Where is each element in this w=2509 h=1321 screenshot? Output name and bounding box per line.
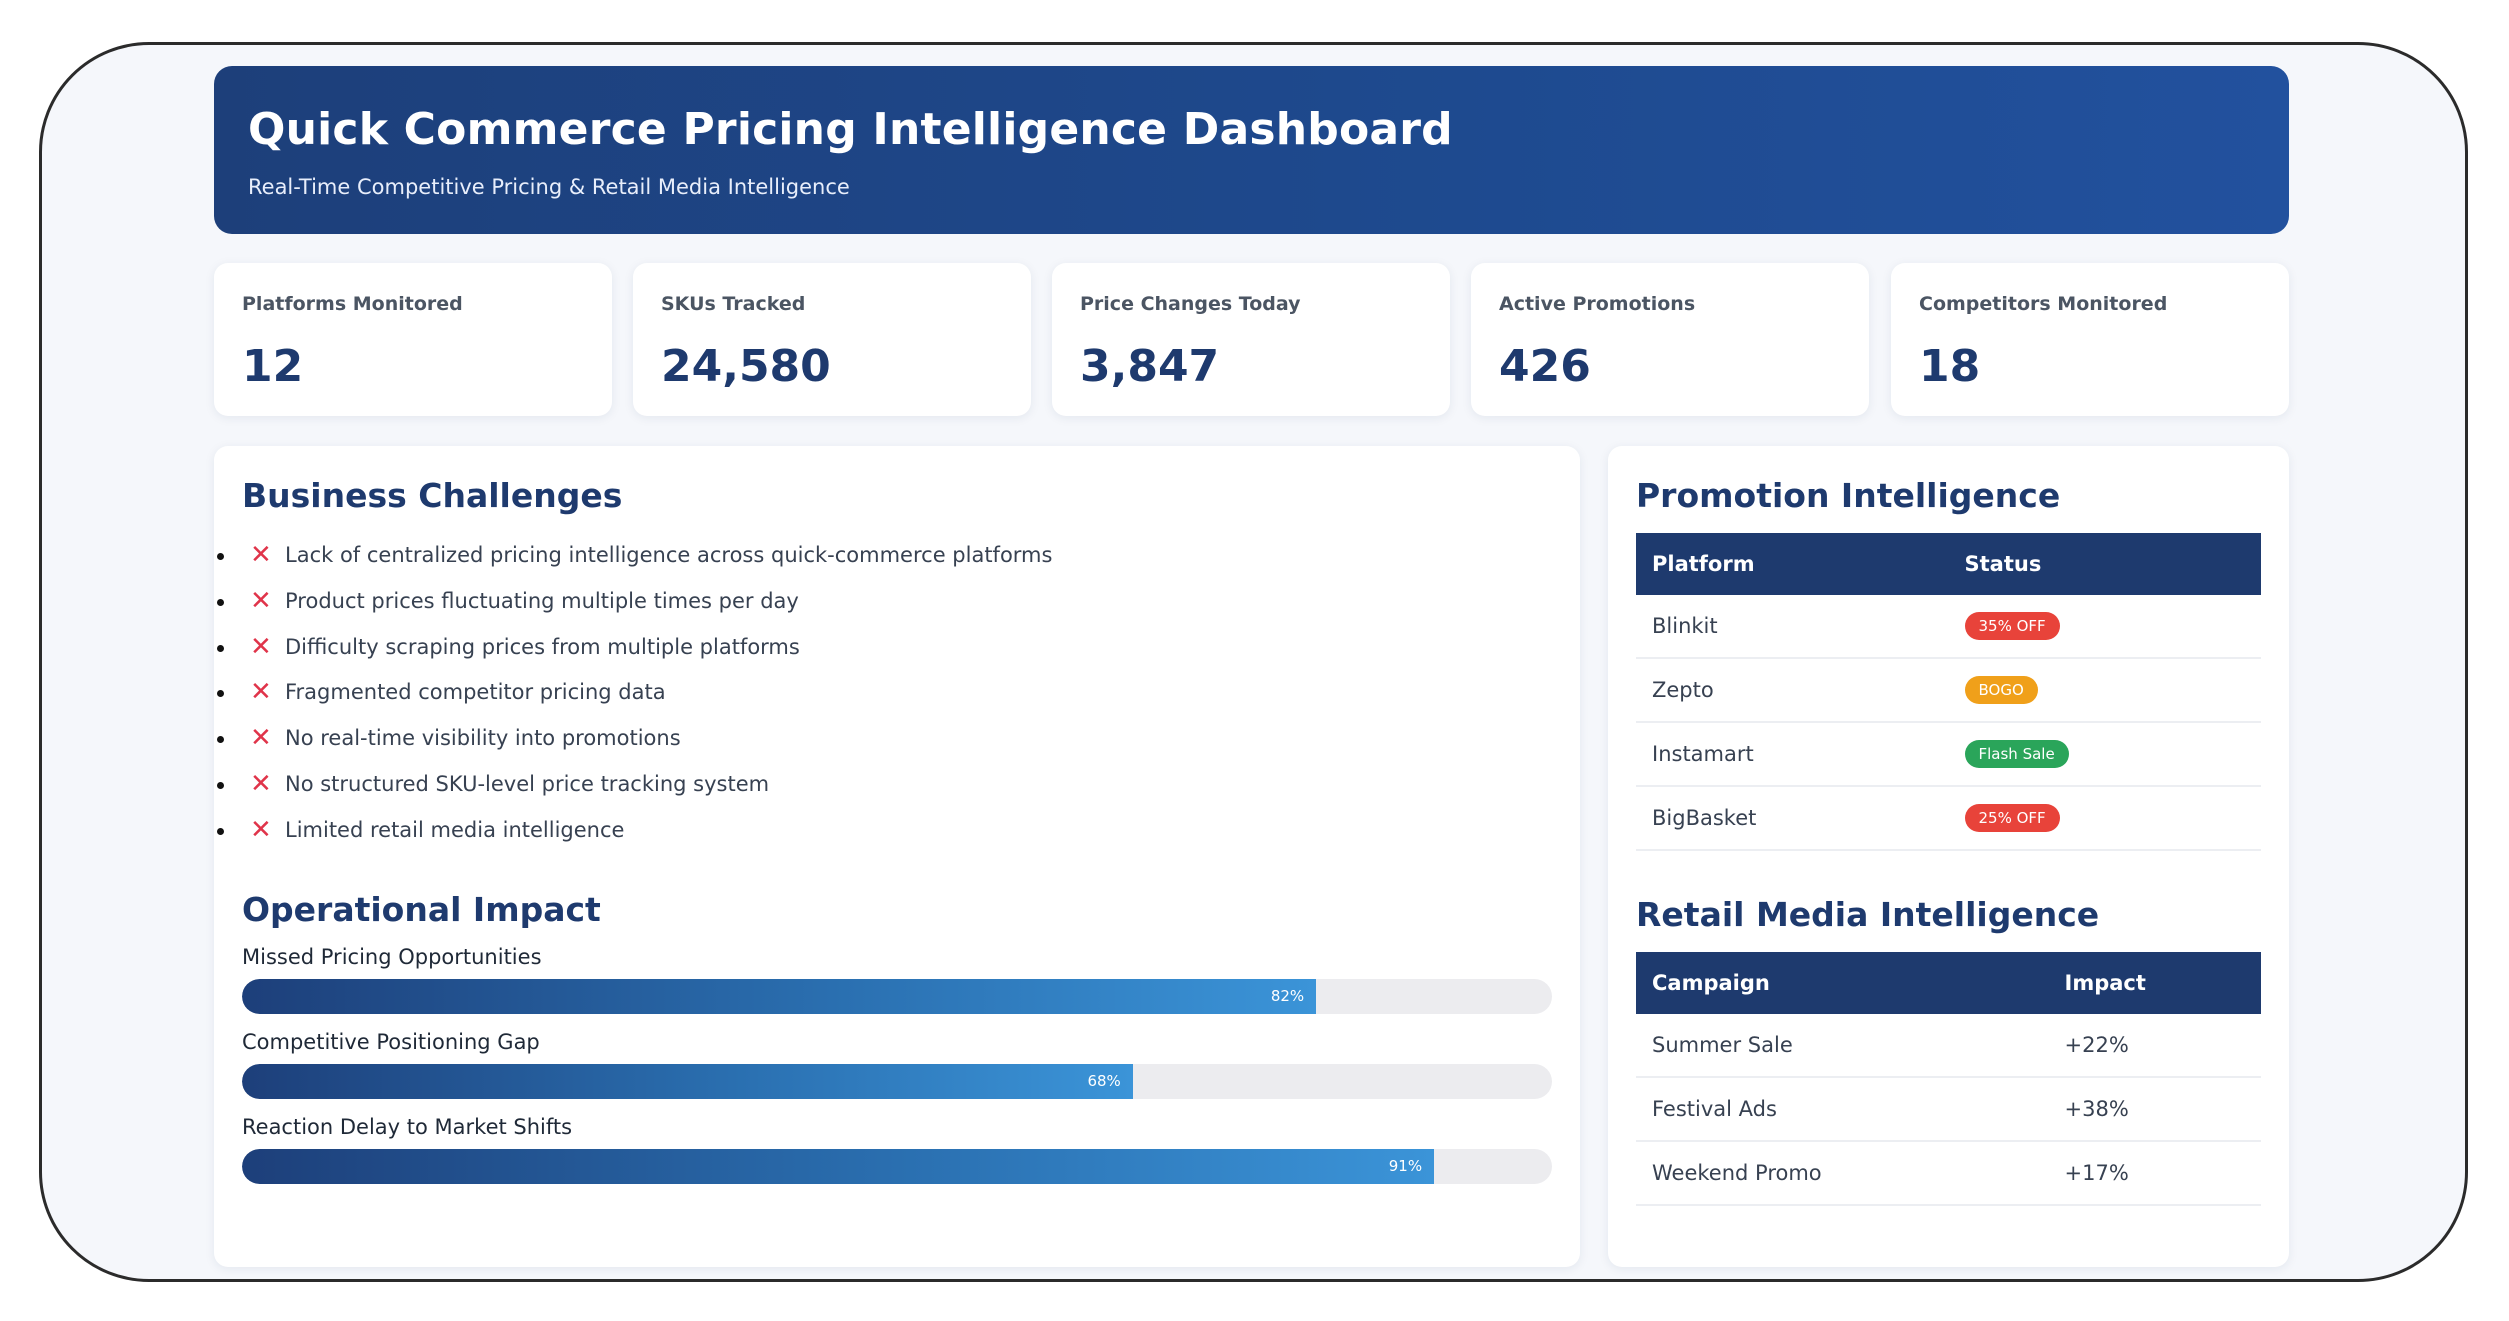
impact-bar-label: Competitive Positioning Gap [242, 1029, 540, 1054]
table-row: Summer Sale +22% [1636, 1014, 2261, 1078]
challenge-text: Difficulty scraping prices from multiple… [285, 634, 800, 659]
impact-bar-fill: 82% [242, 978, 1317, 1014]
kpi-card-price-changes: Price Changes Today 3,847 [1052, 263, 1450, 416]
promotion-title: Promotion Intelligence [1636, 476, 2061, 515]
table-row: Weekend Promo +17% [1636, 1141, 2261, 1206]
list-item: ✕ Difficulty scraping prices from multipl… [217, 625, 1552, 671]
kpi-label: SKUs Tracked [661, 293, 806, 315]
intelligence-card: Promotion Intelligence Platform Status B… [1608, 446, 2289, 1267]
kpi-value: 18 [1919, 341, 1981, 392]
table-row: Festival Ads +38% [1636, 1077, 2261, 1142]
campaign-cell: Summer Sale [1636, 1014, 2049, 1078]
kpi-card-competitors: Competitors Monitored 18 [1891, 263, 2289, 416]
campaign-cell: Festival Ads [1636, 1077, 2049, 1142]
platform-cell: Blinkit [1636, 595, 1949, 659]
status-cell: BOGO [1948, 658, 2261, 723]
impact-bar-percent: 91% [1388, 1156, 1423, 1175]
challenge-text: No real-time visibility into promotions [285, 726, 681, 751]
campaign-cell: Weekend Promo [1636, 1141, 2049, 1206]
kpi-value: 24,580 [661, 341, 831, 392]
list-item: ✕ Fragmented competitor pricing data [217, 670, 1552, 716]
table-row: Blinkit 35% OFF [1636, 595, 2261, 659]
retail-media-table: Campaign Impact Summer Sale +22% Festiva… [1636, 952, 2261, 1206]
column-header-platform: Platform [1636, 533, 1949, 595]
kpi-card-skus: SKUs Tracked 24,580 [633, 263, 1031, 416]
platform-cell: BigBasket [1636, 786, 1949, 851]
impact-bar-percent: 68% [1087, 1071, 1121, 1090]
list-item: ✕ No structured SKU-level price tracking … [217, 762, 1552, 808]
list-item: ✕ Product prices fluctuating multiple tim… [217, 579, 1552, 625]
x-mark-icon: ✕ [250, 723, 272, 754]
impact-cell: +22% [2048, 1014, 2261, 1078]
column-header-impact: Impact [2048, 952, 2261, 1014]
kpi-card-platforms: Platforms Monitored 12 [214, 263, 612, 416]
x-mark-icon: ✕ [250, 677, 272, 708]
list-item: ✕ No real-time visibility into promotions [217, 716, 1552, 762]
kpi-label: Price Changes Today [1080, 293, 1301, 315]
kpi-card-promotions: Active Promotions 426 [1471, 263, 1869, 416]
status-badge: Flash Sale [1964, 740, 2069, 768]
status-cell: Flash Sale [1948, 722, 2261, 787]
table-header-row: Platform Status [1636, 533, 2261, 595]
table-row: Zepto BOGO [1636, 658, 2261, 723]
impact-bar-percent: 82% [1270, 986, 1305, 1005]
promotion-table: Platform Status Blinkit 35% OFF Zepto BO… [1636, 533, 2261, 851]
impact-bar-row: Competitive Positioning Gap 68% [242, 1030, 1552, 1099]
dashboard-header: Quick Commerce Pricing Intelligence Dash… [214, 66, 2289, 234]
impact-bar-label: Missed Pricing Opportunities [242, 944, 542, 969]
column-header-status: Status [1948, 533, 2261, 595]
table-row: Instamart Flash Sale [1636, 722, 2261, 787]
x-mark-icon: ✕ [250, 768, 272, 799]
column-header-campaign: Campaign [1636, 952, 2049, 1014]
list-item: ✕ Lack of centralized pricing intelligenc… [217, 533, 1552, 579]
status-cell: 25% OFF [1948, 786, 2261, 851]
challenge-text: No structured SKU-level price tracking s… [285, 771, 770, 796]
impact-bar-fill: 68% [242, 1063, 1133, 1099]
challenge-text: Lack of centralized pricing intelligence… [285, 543, 1053, 567]
platform-cell: Instamart [1636, 722, 1949, 787]
status-badge: 25% OFF [1964, 804, 2060, 832]
table-row: BigBasket 25% OFF [1636, 786, 2261, 851]
kpi-label: Active Promotions [1499, 293, 1696, 315]
kpi-value: 426 [1499, 341, 1591, 392]
x-mark-icon: ✕ [250, 631, 272, 662]
impact-bar-row: Reaction Delay to Market Shifts 91% [242, 1115, 1552, 1184]
challenges-title: Business Challenges [242, 476, 623, 515]
table-header-row: Campaign Impact [1636, 952, 2261, 1014]
impact-bar-label: Reaction Delay to Market Shifts [242, 1114, 573, 1139]
page-subtitle: Real-Time Competitive Pricing & Retail M… [248, 175, 850, 199]
impact-bar-track: 91% [242, 1148, 1552, 1184]
kpi-value: 12 [242, 341, 304, 392]
challenges-card: Business Challenges ✕ Lack of centralized… [214, 446, 1580, 1267]
challenges-list: ✕ Lack of centralized pricing intelligenc… [217, 533, 1552, 854]
status-cell: 35% OFF [1948, 595, 2261, 659]
x-mark-icon: ✕ [250, 585, 272, 616]
kpi-label: Competitors Monitored [1919, 293, 2168, 315]
kpi-label: Platforms Monitored [242, 293, 463, 315]
challenge-text: Limited retail media intelligence [285, 817, 625, 842]
impact-title: Operational Impact [242, 889, 601, 929]
challenge-text: Fragmented competitor pricing data [285, 680, 666, 705]
impact-bar-track: 68% [242, 1063, 1552, 1099]
page-title: Quick Commerce Pricing Intelligence Dash… [248, 104, 1453, 155]
impact-cell: +17% [2048, 1141, 2261, 1206]
retail-media-title: Retail Media Intelligence [1636, 895, 2100, 934]
challenge-text: Product prices fluctuating multiple time… [285, 588, 799, 613]
status-badge: BOGO [1964, 676, 2038, 704]
platform-cell: Zepto [1636, 658, 1949, 723]
impact-cell: +38% [2048, 1077, 2261, 1142]
impact-bar-row: Missed Pricing Opportunities 82% [242, 945, 1552, 1014]
status-badge: 35% OFF [1964, 612, 2060, 640]
kpi-value: 3,847 [1080, 341, 1220, 392]
impact-bar-track: 82% [242, 978, 1552, 1014]
impact-bar-fill: 91% [242, 1148, 1435, 1184]
x-mark-icon: ✕ [250, 814, 272, 845]
x-mark-icon: ✕ [250, 540, 272, 570]
list-item: ✕ Limited retail media intelligence [217, 808, 1552, 854]
